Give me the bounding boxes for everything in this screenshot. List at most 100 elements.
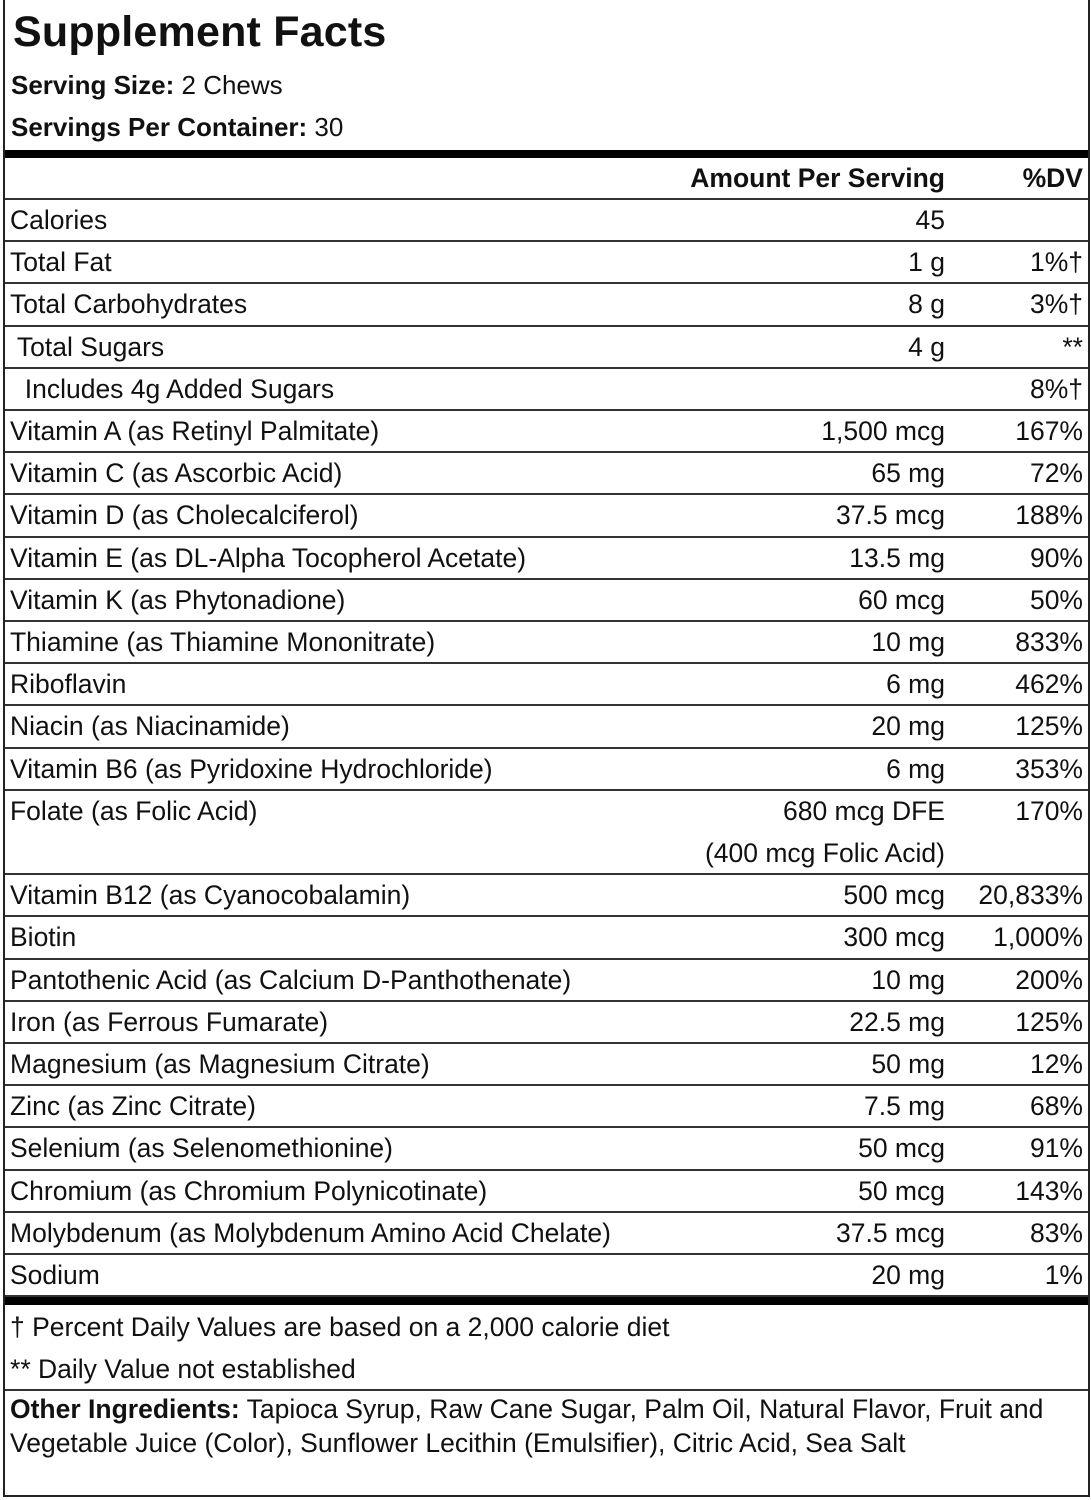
nutrient-dv: 20,833% — [978, 880, 1083, 911]
nutrient-name: Pantothenic Acid (as Calcium D-Panthothe… — [10, 964, 572, 995]
thick-divider — [5, 150, 1088, 158]
nutrient-dv: 170% — [1015, 795, 1083, 826]
nutrient-dv: 125% — [1015, 711, 1083, 742]
nutrient-amount: 65 mg — [871, 458, 945, 489]
nutrient-row: Vitamin D (as Cholecalciferol) 37.5 mcg 18… — [5, 495, 1088, 538]
nutrient-row: Vitamin B12 (as Cyanocobalamin) 500 mcg 20… — [5, 875, 1088, 918]
nutrient-row: Thiamine (as Thiamine Mononitrate) 10 mg 8… — [5, 622, 1088, 665]
nutrient-name: Iron (as Ferrous Fumarate) — [10, 1006, 329, 1037]
nutrient-amount: 8 g — [908, 289, 945, 320]
nutrient-row: Total Fat 1 g 1%† — [5, 242, 1088, 285]
nutrient-amount: 60 mcg — [858, 584, 945, 615]
nutrient-dv: 143% — [1015, 1175, 1083, 1206]
nutrient-name: Folate (as Folic Acid) — [10, 795, 258, 826]
nutrient-row: Zinc (as Zinc Citrate) 7.5 mg 68% — [5, 1086, 1088, 1129]
servings-per-container-label: Servings Per Container: — [11, 112, 308, 142]
nutrient-row: Riboflavin 6 mg 462% — [5, 664, 1088, 707]
nutrient-name: Riboflavin — [10, 669, 127, 700]
nutrient-amount: 680 mcg DFE — [782, 795, 945, 826]
nutrient-amount: 22.5 mg — [849, 1006, 945, 1037]
nutrient-name: Biotin — [10, 922, 77, 953]
nutrient-row: Molybdenum (as Molybdenum Amino Acid Che… — [5, 1213, 1088, 1255]
serving-size-label: Serving Size: — [11, 70, 175, 100]
nutrient-dv: 90% — [1029, 542, 1083, 573]
nutrient-dv: 12% — [1029, 1049, 1083, 1079]
nutrient-name: Sodium — [10, 1260, 100, 1290]
nutrient-name: Molybdenum (as Molybdenum Amino Acid Che… — [10, 1217, 611, 1248]
panel-title: Supplement Facts — [13, 8, 387, 56]
nutrient-name: Vitamin C (as Ascorbic Acid) — [10, 458, 343, 489]
nutrient-dv: 1%† — [1029, 247, 1083, 278]
servings-per-container-value: 30 — [307, 112, 344, 142]
nutrient-amount: 1,500 mcg — [821, 416, 945, 446]
nutrient-row: Pantothenic Acid (as Calcium D-Panthothe… — [5, 960, 1088, 1002]
nutrient-name: Niacin (as Niacinamide) — [10, 711, 290, 742]
nutrient-amount-detail: (400 mcg Folic Acid) — [704, 837, 945, 868]
servings-per-container: Servings Per Container: 30 — [11, 112, 343, 143]
serving-size: Serving Size: 2 Chews — [11, 70, 283, 101]
footnote-dv: † Percent Daily Values are based on a 2,… — [10, 1312, 670, 1342]
divider — [5, 1389, 1088, 1391]
nutrient-amount: 7.5 mg — [863, 1091, 945, 1122]
nutrient-dv: 353% — [1015, 753, 1083, 784]
nutrient-dv: 125% — [1015, 1006, 1083, 1037]
nutrient-amount: 50 mcg — [858, 1133, 945, 1164]
nutrient-amount: 6 mg — [886, 753, 945, 784]
nutrient-name: Vitamin B12 (as Cyanocobalamin) — [10, 880, 411, 911]
nutrient-row: Folate (as Folic Acid) 680 mcg DFE (400 mc… — [5, 791, 1088, 876]
other-ingredients-label: Other Ingredients: — [10, 1394, 240, 1424]
nutrient-row: Selenium (as Selenomethionine) 50 mcg 91% — [5, 1128, 1088, 1171]
nutrient-row: Vitamin K (as Phytonadione) 60 mcg 50% — [5, 580, 1088, 622]
nutrient-row: Biotin 300 mcg 1,000% — [5, 917, 1088, 960]
nutrient-name: Total Carbohydrates — [10, 289, 248, 320]
nutrient-row: Vitamin A (as Retinyl Palmitate) 1,500 mc… — [5, 411, 1088, 454]
nutrient-dv: ** — [1062, 331, 1083, 362]
nutrient-name: Vitamin B6 (as Pyridoxine Hydrochloride) — [10, 753, 493, 784]
nutrient-name: Selenium (as Selenomethionine) — [10, 1133, 393, 1164]
nutrient-amount: 6 mg — [886, 669, 945, 700]
nutrient-row: Chromium (as Chromium Polynicotinate) 50 … — [5, 1171, 1088, 1213]
other-ingredients: Other Ingredients: Tapioca Syrup, Raw Ca… — [10, 1392, 1070, 1460]
nutrient-row: Total Carbohydrates 8 g 3%† — [5, 284, 1088, 327]
nutrient-dv: 3%† — [1029, 289, 1083, 320]
nutrient-row: Calories 45 — [5, 200, 1088, 243]
nutrient-name: Chromium (as Chromium Polynicotinate) — [10, 1175, 488, 1206]
nutrient-dv: 83% — [1029, 1217, 1083, 1248]
nutrient-name: Magnesium (as Magnesium Citrate) — [10, 1049, 430, 1079]
nutrient-name: Vitamin A (as Retinyl Palmitate) — [10, 416, 380, 446]
nutrient-amount: 10 mg — [871, 964, 945, 995]
nutrient-name: Includes 4g Added Sugars — [10, 373, 335, 404]
nutrient-amount: 20 mg — [871, 1260, 945, 1290]
nutrient-name: Total Fat — [10, 247, 112, 278]
nutrient-dv: 188% — [1015, 500, 1083, 531]
other-ingredients-value: Tapioca Syrup, Raw Cane Sugar, Palm Oil,… — [10, 1394, 1044, 1458]
nutrient-amount: 20 mg — [871, 711, 945, 742]
nutrient-amount: 37.5 mcg — [835, 500, 945, 531]
nutrient-row: Total Sugars 4 g ** — [5, 327, 1088, 369]
footnote-not-established: ** Daily Value not established — [10, 1354, 356, 1384]
nutrient-name: Calories — [10, 205, 108, 235]
nutrient-row: Magnesium (as Magnesium Citrate) 50 mg 12% — [5, 1044, 1088, 1087]
nutrient-row: Sodium 20 mg 1% — [5, 1255, 1088, 1298]
nutrient-row: Niacin (as Niacinamide) 20 mg 125% — [5, 706, 1088, 749]
nutrient-dv: 68% — [1029, 1091, 1083, 1122]
nutrient-amount: 37.5 mcg — [835, 1217, 945, 1248]
nutrient-dv: 91% — [1029, 1133, 1083, 1164]
dv-header: %DV — [1022, 163, 1083, 193]
nutrient-row: Vitamin C (as Ascorbic Acid) 65 mg 72% — [5, 453, 1088, 496]
nutrient-amount: 50 mg — [871, 1049, 945, 1079]
nutrient-name: Vitamin K (as Phytonadione) — [10, 584, 346, 615]
nutrient-amount: 13.5 mg — [849, 542, 945, 573]
nutrient-dv: 167% — [1015, 416, 1083, 446]
nutrient-dv: 1% — [1044, 1260, 1083, 1290]
nutrient-amount: 4 g — [908, 331, 945, 362]
nutrient-amount: 50 mcg — [858, 1175, 945, 1206]
nutrient-dv: 200% — [1015, 964, 1083, 995]
serving-size-value: 2 Chews — [174, 70, 283, 100]
nutrient-name: Total Sugars — [10, 331, 165, 362]
nutrient-row: Vitamin E (as DL-Alpha Tocopherol Acetat… — [5, 538, 1088, 580]
nutrient-dv: 1,000% — [993, 922, 1083, 953]
supplement-facts-panel: Supplement Facts Serving Size: 2 Chews S… — [3, 0, 1090, 1497]
nutrient-row: Iron (as Ferrous Fumarate) 22.5 mg 125% — [5, 1002, 1088, 1044]
nutrient-amount: 1 g — [908, 247, 945, 278]
